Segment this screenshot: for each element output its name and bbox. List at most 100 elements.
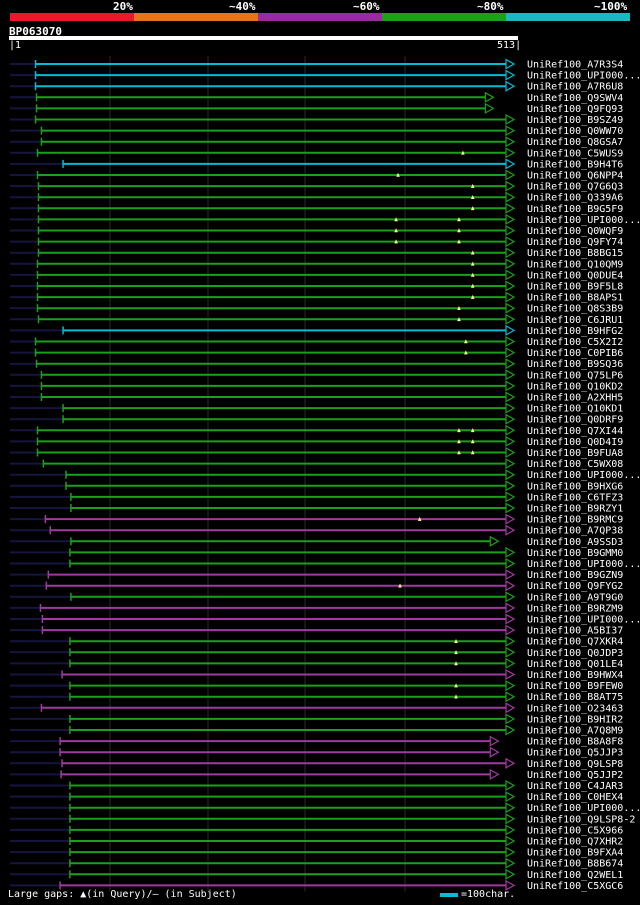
hit-row[interactable]: UniRef100_Q0JDP3 (10, 646, 623, 659)
hit-row[interactable]: UniRef100_B9RZM9 (10, 602, 623, 614)
hit-row[interactable]: UniRef100_B8AT75 (10, 691, 623, 703)
hit-row[interactable]: UniRef100_B9GZN9 (10, 569, 623, 581)
hit-row[interactable]: UniRef100_Q10KD1 (10, 402, 623, 415)
hit-row[interactable]: UniRef100_Q5JJP3 (10, 746, 623, 759)
hit-label[interactable]: UniRef100_Q0WW70 (527, 126, 623, 137)
hit-label[interactable]: UniRef100_C0HEX4 (527, 792, 623, 803)
hit-label[interactable]: UniRef100_C5X966 (527, 825, 623, 836)
hit-row[interactable]: UniRef100_Q10QM9 (10, 258, 623, 270)
hit-label[interactable]: UniRef100_B8BG15 (527, 248, 623, 259)
hit-row[interactable]: UniRef100_Q0WQF9 (10, 224, 623, 237)
hit-label[interactable]: UniRef100_B9FUA8 (527, 448, 623, 459)
hit-row[interactable]: UniRef100_B9FXA4 (10, 846, 623, 859)
hit-row[interactable]: UniRef100_Q75LP6 (10, 369, 623, 381)
hit-label[interactable]: UniRef100_Q10KD2 (527, 381, 623, 392)
hit-label[interactable]: UniRef100_A7R3S4 (527, 60, 623, 71)
hit-row[interactable]: UniRef100_B8B674 (10, 857, 623, 870)
hit-label[interactable]: UniRef100_B9RZM9 (527, 603, 623, 614)
hit-label[interactable]: UniRef100_UPI000... (527, 470, 640, 481)
hit-label[interactable]: UniRef100_B9GMM0 (527, 548, 623, 559)
hit-row[interactable]: UniRef100_A9T9G0 (10, 591, 623, 603)
hit-label[interactable]: UniRef100_A7Q8M9 (527, 726, 623, 737)
hit-label[interactable]: UniRef100_Q75LP6 (527, 370, 623, 381)
hit-row[interactable]: UniRef100_C6JRU1 (10, 313, 623, 326)
hit-row[interactable]: UniRef100_Q01LE4 (10, 657, 623, 670)
hit-row[interactable]: UniRef100_B9GMM0 (10, 546, 623, 559)
hit-label[interactable]: UniRef100_B9HFG2 (527, 326, 623, 337)
hit-row[interactable]: UniRef100_B9HWX4 (10, 668, 623, 681)
hit-row[interactable]: UniRef100_Q9LSP8-2 (10, 813, 635, 825)
hit-row[interactable]: UniRef100_Q7XKR4 (10, 635, 623, 648)
hit-row[interactable]: UniRef100_C5X2I2 (10, 335, 623, 348)
hit-label[interactable]: UniRef100_Q8GSA7 (527, 137, 623, 148)
hit-row[interactable]: UniRef100_B9FEW0 (10, 680, 623, 692)
hit-label[interactable]: UniRef100_C6JRU1 (527, 315, 623, 326)
hit-label[interactable]: UniRef100_Q2WEL1 (527, 870, 623, 881)
hit-label[interactable]: UniRef100_A9SSD3 (527, 537, 623, 548)
hit-label[interactable]: UniRef100_Q339A6 (527, 193, 623, 204)
hit-row[interactable]: UniRef100_B9HXG6 (10, 480, 623, 492)
hit-row[interactable]: UniRef100_A9SSD3 (10, 535, 623, 548)
hit-row[interactable]: UniRef100_B9RMC9 (10, 513, 623, 526)
hit-label[interactable]: UniRef100_B9HIR2 (527, 714, 623, 725)
hit-label[interactable]: UniRef100_B9H4T6 (527, 159, 623, 170)
hit-row[interactable]: UniRef100_B8APS1 (10, 291, 623, 304)
hit-label[interactable]: UniRef100_Q7XI44 (527, 426, 623, 437)
hit-label[interactable]: UniRef100_B8B674 (527, 859, 623, 870)
hit-label[interactable]: UniRef100_Q8S3B9 (527, 304, 623, 315)
hit-row[interactable]: UniRef100_UPI000... (10, 802, 640, 814)
hit-row[interactable]: UniRef100_UPI000... (10, 469, 640, 481)
hit-label[interactable]: UniRef100_A2XHH5 (527, 393, 623, 404)
hit-row[interactable]: UniRef100_Q0D4I9 (10, 435, 623, 448)
hit-row[interactable]: UniRef100_Q0DUE4 (10, 269, 623, 281)
hit-label[interactable]: UniRef100_C0PIB6 (527, 348, 623, 359)
hit-row[interactable]: UniRef100_C0PIB6 (10, 347, 623, 359)
hit-label[interactable]: UniRef100_Q9FQ93 (527, 104, 623, 115)
hit-label[interactable]: UniRef100_UPI000... (527, 71, 640, 82)
hit-label[interactable]: UniRef100_C5XGC6 (527, 881, 623, 892)
hit-row[interactable]: UniRef100_A5BI37 (10, 624, 623, 637)
hit-row[interactable]: UniRef100_Q0WW70 (10, 125, 623, 137)
hit-label[interactable]: UniRef100_B9SQ36 (527, 359, 623, 370)
hit-row[interactable]: UniRef100_UPI000... (10, 557, 640, 570)
hit-row[interactable]: UniRef100_Q9FY74 (10, 236, 623, 248)
hit-row[interactable]: UniRef100_A2XHH5 (10, 391, 623, 404)
hit-label[interactable]: UniRef100_Q0JDP3 (527, 648, 623, 659)
hit-label[interactable]: UniRef100_Q9LSP8-2 (527, 814, 635, 825)
hit-row[interactable]: UniRef100_C5WX08 (10, 458, 623, 470)
hit-label[interactable]: UniRef100_B9HWX4 (527, 670, 623, 681)
hit-row[interactable]: UniRef100_Q7XI44 (10, 424, 623, 437)
hit-row[interactable]: UniRef100_Q8S3B9 (10, 302, 623, 315)
hit-row[interactable]: UniRef100_C0HEX4 (10, 791, 623, 803)
hit-row[interactable]: UniRef100_Q339A6 (10, 191, 623, 204)
hit-row[interactable]: UniRef100_Q9FYG2 (10, 580, 623, 592)
hit-label[interactable]: UniRef100_B9RZY1 (527, 504, 623, 515)
hit-row[interactable]: UniRef100_Q0DRF9 (10, 413, 623, 426)
hit-label[interactable]: UniRef100_B8APS1 (527, 293, 623, 304)
hit-row[interactable]: UniRef100_B9FUA8 (10, 446, 623, 459)
hit-label[interactable]: UniRef100_Q0DRF9 (527, 415, 623, 426)
hit-row[interactable]: UniRef100_B9SZ49 (10, 113, 623, 126)
hit-row[interactable]: UniRef100_A7QP38 (10, 524, 623, 537)
hit-label[interactable]: UniRef100_C5WX08 (527, 459, 623, 470)
hit-row[interactable]: UniRef100_UPI000... (10, 613, 640, 626)
hit-row[interactable]: UniRef100_B9HFG2 (10, 324, 623, 337)
hit-label[interactable]: UniRef100_B8A8F8 (527, 737, 623, 748)
hit-row[interactable]: UniRef100_UPI000... (10, 213, 640, 226)
hit-row[interactable]: UniRef100_Q7XHR2 (10, 835, 623, 848)
hit-label[interactable]: UniRef100_A9T9G0 (527, 592, 623, 603)
hit-row[interactable]: UniRef100_B9RZY1 (10, 502, 623, 515)
hit-label[interactable]: UniRef100_Q10KD1 (527, 404, 623, 415)
hit-row[interactable]: UniRef100_Q7G6Q3 (10, 180, 623, 193)
hit-row[interactable]: UniRef100_UPI000... (10, 69, 640, 82)
hit-label[interactable]: UniRef100_Q9FYG2 (527, 581, 623, 592)
hit-label[interactable]: UniRef100_UPI000... (527, 215, 640, 226)
hit-label[interactable]: UniRef100_Q9SWV4 (527, 93, 623, 104)
hit-row[interactable]: UniRef100_Q9SWV4 (10, 91, 623, 104)
hit-row[interactable]: UniRef100_A7Q8M9 (10, 724, 623, 737)
hit-row[interactable]: UniRef100_Q10KD2 (10, 380, 623, 392)
hit-label[interactable]: UniRef100_A7QP38 (527, 526, 623, 537)
hit-row[interactable]: UniRef100_Q8GSA7 (10, 136, 623, 148)
hit-row[interactable]: UniRef100_C5XGC6 (10, 879, 623, 892)
hit-row[interactable]: UniRef100_Q9FQ93 (10, 102, 623, 115)
